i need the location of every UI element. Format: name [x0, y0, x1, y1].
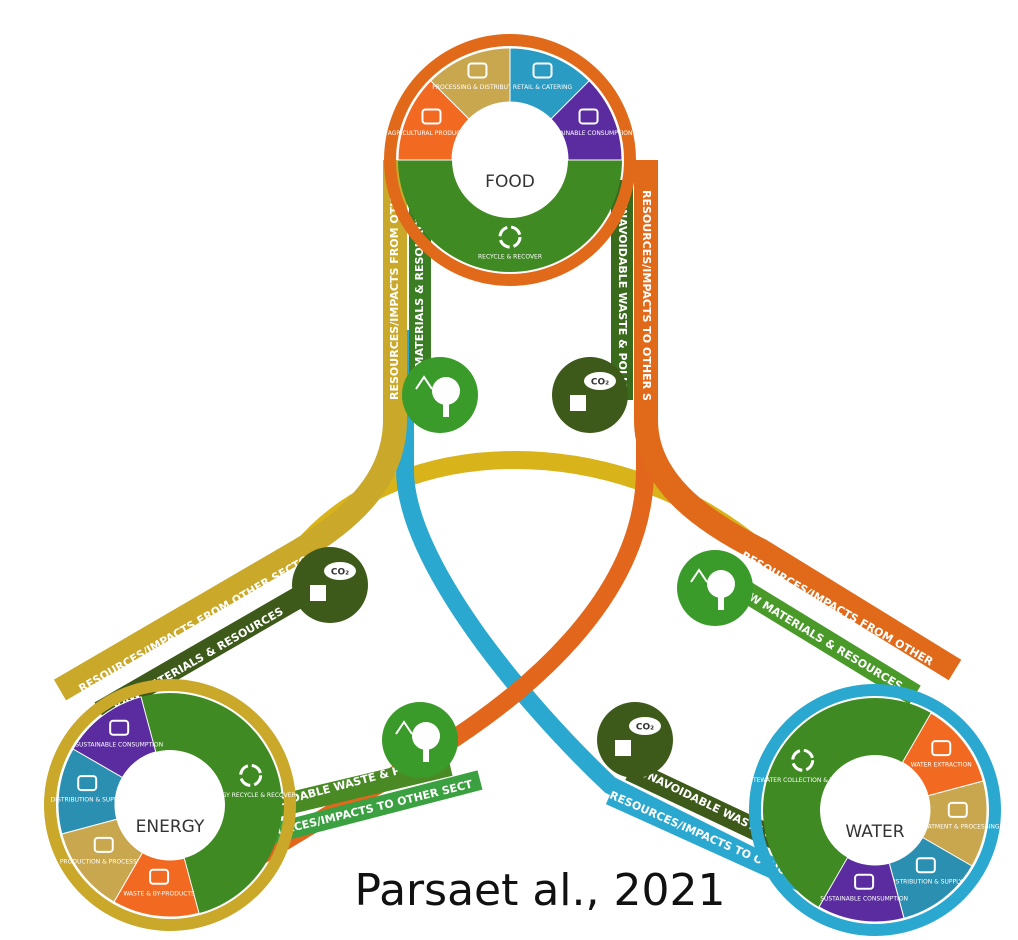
icon-circle	[552, 357, 628, 433]
hub-center	[822, 757, 928, 863]
tree-trunk	[443, 403, 449, 417]
nature-icon	[382, 702, 458, 778]
tree-crown	[707, 570, 735, 598]
tree-crown	[432, 377, 460, 405]
hub-center	[454, 104, 566, 216]
hub-name: WATER	[845, 822, 904, 842]
factory	[615, 740, 631, 756]
co2-label: CO₂	[591, 378, 609, 388]
co2-label: CO₂	[331, 568, 349, 578]
stage-label: SUSTAINABLE CONSUMPTION	[75, 741, 163, 748]
stage-label: RETAIL & CATERING	[513, 84, 573, 91]
stage-label: WATER EXTRACTION	[911, 762, 972, 769]
hub-center	[117, 752, 223, 858]
nature-icon	[402, 357, 478, 433]
hub-name: FOOD	[485, 172, 535, 192]
co2-label: CO₂	[636, 723, 654, 733]
flow-label: RESOURCES/IMPACTS FROM OTHER SECTORS	[0, 0, 401, 400]
tree-trunk	[423, 748, 429, 762]
flow-label-path: RESOURCES/IMPACTS FROM OTHER SECTORS	[0, 0, 311, 695]
icon-circle	[292, 547, 368, 623]
pollution-icon: CO₂	[597, 702, 673, 778]
nature-icon	[677, 550, 753, 626]
flow-label: RESOURCES/IMPACTS FROM OTHER SECTORS	[0, 0, 311, 695]
tree-crown	[412, 722, 440, 750]
recycle-label: RECYCLE & RECOVER	[478, 254, 542, 261]
tree-trunk	[718, 596, 724, 610]
stage-label: WASTE & BY-PRODUCTS	[123, 890, 195, 897]
icon-circle	[597, 702, 673, 778]
stage-label: PRODUCTION & PROCESSING	[60, 858, 148, 865]
flow-label-path: RESOURCES/IMPACTS FROM OTHER SECTORS	[0, 0, 401, 400]
pollution-icon: CO₂	[292, 547, 368, 623]
stage-label: SUSTAINABLE CONSUMPTION	[820, 895, 908, 902]
factory	[310, 585, 326, 601]
stage-label: DISTRIBUTION & SUPPLY	[889, 879, 962, 886]
stage-label: TREATMENT & PROCESSING	[915, 823, 1000, 830]
stage-label: DISTRIBUTION & SUPPLY	[51, 797, 124, 804]
pollution-icon: CO₂	[552, 357, 628, 433]
factory	[570, 395, 586, 411]
diagram: RESOURCES/IMPACTS FROM OTHER SECTORSRAW …	[0, 0, 1018, 940]
stage-label: PROCESSING & DISTRIBUTION	[432, 84, 522, 91]
citation: Parsaet al., 2021	[355, 865, 726, 916]
hub-name: ENERGY	[136, 817, 205, 837]
icons: CO₂ CO₂ CO₂	[292, 357, 753, 778]
